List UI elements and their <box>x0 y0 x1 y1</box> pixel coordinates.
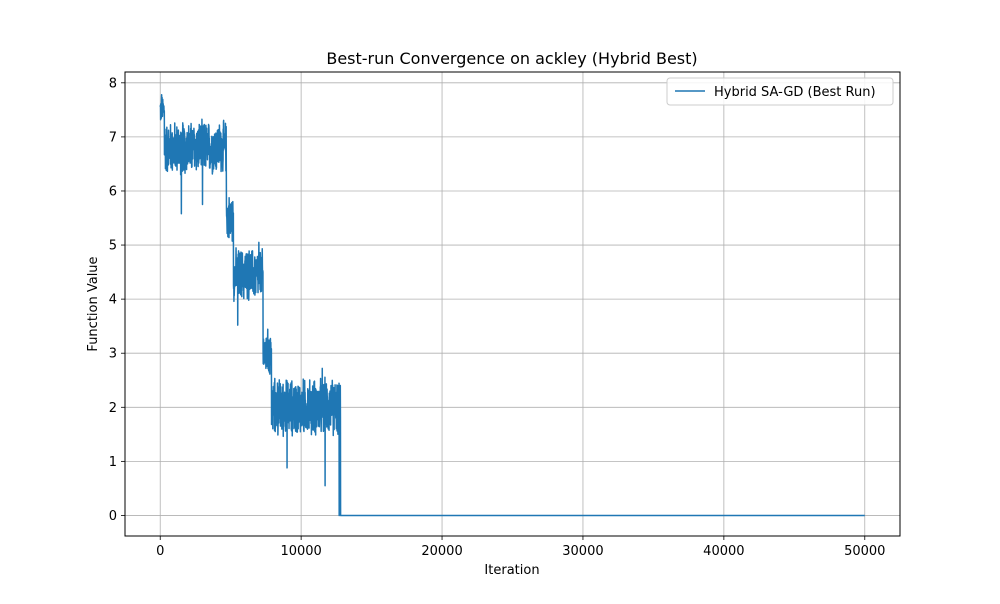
y-tick-label: 1 <box>109 455 117 470</box>
x-tick-label: 0 <box>156 544 164 559</box>
y-axis-ticks: 0 1 2 3 4 5 6 7 8 <box>109 76 125 524</box>
y-tick-label: 4 <box>109 293 117 308</box>
y-tick-label: 0 <box>109 509 117 524</box>
x-axis-label: Iteration <box>484 563 539 578</box>
series-layer <box>159 93 865 517</box>
y-tick-label: 5 <box>109 239 117 254</box>
y-tick-label: 7 <box>109 130 117 145</box>
y-tick-label: 6 <box>109 184 117 199</box>
legend-series-label: Hybrid SA-GD (Best Run) <box>714 85 876 100</box>
y-tick-label: 2 <box>109 401 117 416</box>
y-axis-label: Function Value <box>86 256 101 351</box>
series-line-hybrid-sa-gd <box>159 93 865 517</box>
plot-area-frame <box>124 71 901 537</box>
grid <box>125 72 900 536</box>
x-tick-label: 10000 <box>280 544 321 559</box>
chart-title: Best-run Convergence on ackley (Hybrid B… <box>326 49 697 68</box>
x-tick-label: 40000 <box>703 544 744 559</box>
legend: Hybrid SA-GD (Best Run) <box>666 77 894 106</box>
x-tick-label: 50000 <box>844 544 885 559</box>
x-axis-ticks: 0 10000 20000 30000 40000 50000 <box>156 536 885 559</box>
y-tick-label: 8 <box>109 76 117 91</box>
y-tick-label: 3 <box>109 347 117 362</box>
legend-frame <box>666 77 894 106</box>
x-tick-label: 20000 <box>421 544 462 559</box>
x-tick-label: 30000 <box>562 544 603 559</box>
